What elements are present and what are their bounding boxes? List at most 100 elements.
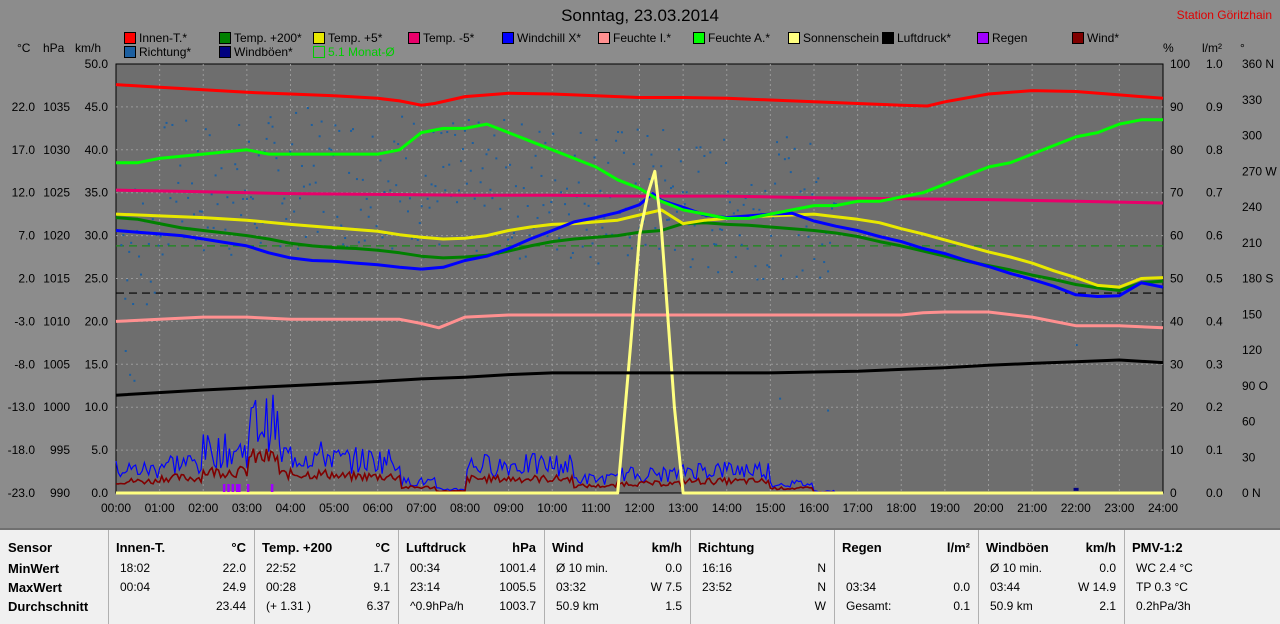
y-tick-label: 0.0 [1206,486,1223,500]
direction-point [179,164,182,167]
direction-point [204,128,207,131]
direction-point [300,164,303,167]
direction-point [505,166,508,169]
direction-point [766,264,769,267]
direction-point [774,182,777,185]
direction-point [416,238,419,241]
legend-label: Innen-T.* [139,31,188,45]
table-cell-left: 00:34 [410,561,441,575]
direction-point [660,165,663,168]
legend-item: Windböen* [219,45,293,59]
direction-point [246,197,249,200]
direction-point [507,238,510,241]
table-cell-left: Ø 10 min. [990,561,1043,575]
y-tick-label: 20 [1170,400,1184,414]
direction-point [340,224,343,227]
table-row: MaxWert [8,580,62,595]
y-tick-label: 7.0 [18,229,35,243]
unit-kmh: km/h [75,41,102,55]
legend-label: Temp. +5* [328,31,383,45]
direction-point [132,303,135,306]
y-tick-label: 1005 [43,357,70,371]
direction-point [440,132,443,135]
direction-point [668,218,671,221]
direction-point [410,237,413,240]
direction-point [428,206,431,209]
y-tick-label: 0 N [1242,486,1261,500]
y-tick-label: 60 [1170,229,1184,243]
direction-point [458,189,461,192]
table-header-label: Wind [552,540,584,555]
y-tick-label: 300 [1242,129,1262,143]
direction-point [141,202,144,205]
direction-point [738,234,741,237]
direction-point [202,249,205,252]
table-column: Innen-T. °C 18:02 22.0 00:04 24.9 23.44 [108,530,255,624]
table-cell-left: TP 0.3 °C [1136,580,1188,594]
direction-point [503,118,506,121]
table-header-label: Sensor [8,540,53,555]
table-column: Sensor MinWert MaxWert Durchschnitt [0,530,109,624]
direction-point [322,210,325,213]
table-cell-value: 0.0 [1099,561,1116,575]
direction-point [542,204,545,207]
table-cell-value: 0.0 [665,561,682,575]
direction-point [546,235,549,238]
direction-point [375,225,378,228]
direction-point [196,150,199,153]
direction-point [648,178,651,181]
direction-point [781,278,784,281]
direction-point [817,177,820,180]
direction-point [799,190,802,193]
direction-point [122,234,125,237]
direction-point [448,163,451,166]
table-cell-left: (+ 1.31 ) [266,599,312,613]
direction-point [295,111,298,114]
direction-point [491,197,494,200]
gust-blip [1073,487,1079,491]
table-cell-left: 00:28 [266,580,297,594]
direction-point [617,131,620,134]
legend-swatch [313,32,325,44]
direction-point [129,373,132,376]
direction-point [599,189,602,192]
direction-point [809,142,812,145]
direction-point [509,163,512,166]
x-tick-label: 19:00 [930,501,960,515]
legend-item: Innen-T.* [124,31,187,45]
direction-point [752,208,755,211]
direction-point [829,241,832,244]
direction-point [387,180,390,183]
table-cell-value: 2.1 [1099,599,1116,613]
y-tick-label: 20.0 [85,314,109,328]
rain-bar [238,484,241,492]
direction-point [552,132,555,135]
y-tick-label: 990 [50,486,70,500]
direction-point [485,153,488,156]
table-row: 18:02 22.0 [116,561,246,577]
legend-label: Windchill X* [517,31,582,45]
table-cell-left: Ø 10 min. [556,561,609,575]
legend-swatch [219,32,231,44]
direction-point [522,187,525,190]
direction-point [369,206,372,209]
direction-point [259,241,262,244]
direction-point [726,190,729,193]
table-header-unit: km/h [1085,540,1116,555]
legend-swatch [124,46,136,58]
direction-point [750,183,753,186]
table-cell-value: 0.1 [953,599,970,613]
direction-point [548,211,551,214]
direction-point [640,216,643,219]
direction-point [628,236,631,239]
direction-point [585,228,588,231]
direction-point [312,164,315,167]
direction-point [479,181,482,184]
direction-point [130,241,133,244]
direction-point [181,220,184,223]
y-tick-label: -23.0 [8,486,36,500]
y-tick-label: 0.3 [1206,357,1223,371]
y-tick-label: 210 [1242,236,1262,250]
direction-point [342,243,345,246]
direction-point [145,303,148,306]
